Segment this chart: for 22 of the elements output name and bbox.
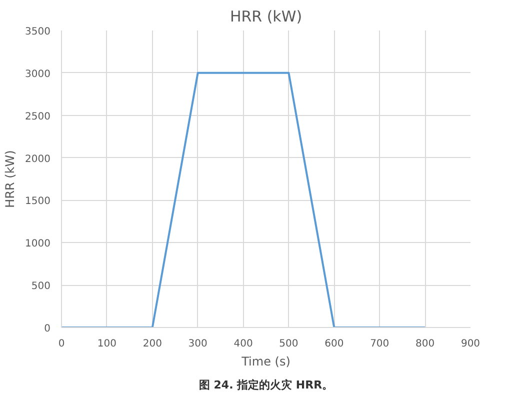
x-tick-label: 600 (324, 338, 344, 350)
y-axis-title: HRR (kW) (3, 150, 18, 208)
x-tick-label: 300 (188, 338, 208, 350)
x-tick-label: 700 (370, 338, 390, 350)
y-tick-label: 1500 (25, 196, 51, 208)
y-tick-label: 3500 (25, 26, 51, 38)
x-tick-label: 900 (460, 338, 480, 350)
chart-title: HRR (kW) (230, 8, 302, 26)
y-tick-label: 2500 (25, 111, 51, 122)
y-tick-label: 1000 (25, 238, 51, 250)
x-tick-label: 200 (142, 338, 162, 350)
x-tick-label: 100 (97, 338, 116, 350)
y-tick-label: 0 (44, 324, 51, 334)
x-tick-label: 800 (416, 338, 435, 350)
x-tick-label: 0 (58, 338, 65, 350)
y-tick-label: 500 (31, 281, 51, 292)
x-axis-title: Time (s) (240, 354, 290, 368)
y-tick-label: 2000 (25, 154, 51, 165)
x-tick-label: 400 (234, 338, 253, 350)
x-tick-label: 500 (279, 338, 298, 350)
caption: 图 24. 指定的火灾 HRR。 (198, 378, 334, 392)
y-tick-label: 3000 (25, 68, 51, 80)
